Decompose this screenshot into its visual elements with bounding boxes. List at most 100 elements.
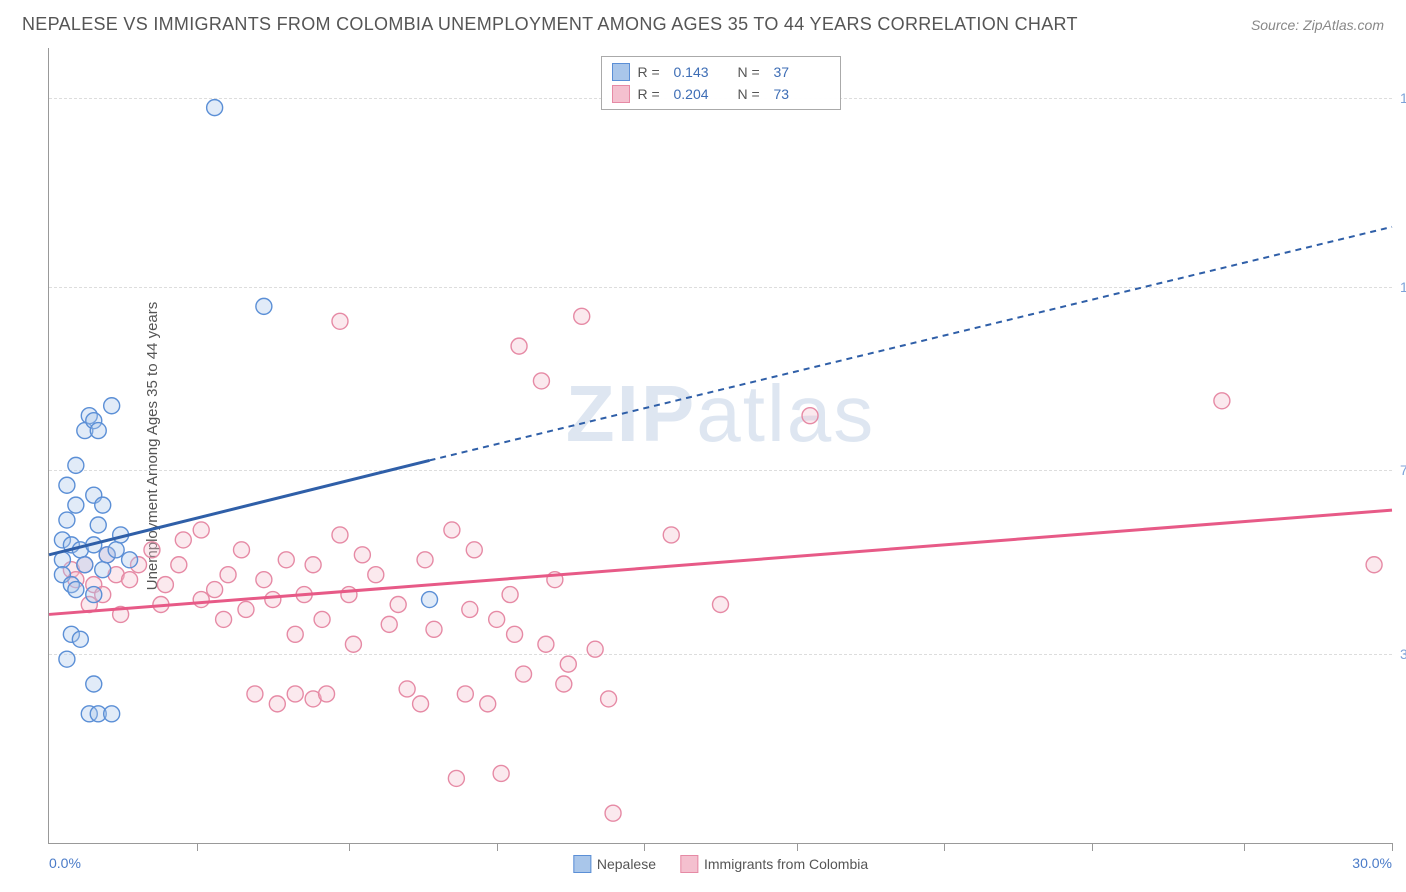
data-point (287, 626, 303, 642)
data-point (390, 597, 406, 613)
legend-row-nepalese: R = 0.143 N = 37 (612, 61, 830, 83)
data-point (587, 641, 603, 657)
data-point (462, 601, 478, 617)
data-point (802, 408, 818, 424)
legend-item-nepalese: Nepalese (573, 855, 656, 873)
data-point (287, 686, 303, 702)
data-point (574, 308, 590, 324)
data-point (90, 517, 106, 533)
x-tick (197, 843, 198, 851)
data-point (538, 636, 554, 652)
legend-label: Nepalese (597, 856, 656, 872)
data-point (493, 765, 509, 781)
data-point (256, 572, 272, 588)
n-label: N = (738, 86, 766, 102)
data-point (426, 621, 442, 637)
data-point (207, 582, 223, 598)
x-tick (944, 843, 945, 851)
data-point (171, 557, 187, 573)
data-point (193, 522, 209, 538)
data-point (466, 542, 482, 558)
data-point (368, 567, 384, 583)
data-point (314, 611, 330, 627)
data-point (256, 298, 272, 314)
data-point (480, 696, 496, 712)
r-value-nepalese: 0.143 (674, 64, 730, 80)
legend-row-colombia: R = 0.204 N = 73 (612, 83, 830, 105)
data-point (332, 527, 348, 543)
chart-title: NEPALESE VS IMMIGRANTS FROM COLOMBIA UNE… (22, 14, 1078, 35)
data-point (59, 651, 75, 667)
n-value-colombia: 73 (774, 86, 830, 102)
x-tick (797, 843, 798, 851)
data-point (247, 686, 263, 702)
source-attribution: Source: ZipAtlas.com (1251, 17, 1384, 33)
y-tick-label: 15.0% (1394, 90, 1406, 106)
data-point (122, 552, 138, 568)
data-point (265, 592, 281, 608)
data-point (489, 611, 505, 627)
data-point (90, 423, 106, 439)
series-legend: Nepalese Immigrants from Colombia (573, 855, 868, 873)
data-point (207, 100, 223, 116)
data-point (77, 557, 93, 573)
data-point (601, 691, 617, 707)
data-point (457, 686, 473, 702)
data-point (193, 592, 209, 608)
y-tick-label: 3.8% (1394, 646, 1406, 662)
scatter-plot-svg (49, 48, 1392, 843)
data-point (516, 666, 532, 682)
data-point (59, 512, 75, 528)
data-point (216, 611, 232, 627)
trend-line (430, 227, 1392, 461)
data-point (269, 696, 285, 712)
data-point (381, 616, 397, 632)
data-point (95, 562, 111, 578)
data-point (68, 457, 84, 473)
data-point (533, 373, 549, 389)
data-point (1214, 393, 1230, 409)
x-tick (1244, 843, 1245, 851)
data-point (341, 587, 357, 603)
data-point (502, 587, 518, 603)
data-point (448, 770, 464, 786)
x-axis-end-label: 30.0% (1352, 855, 1392, 871)
data-point (560, 656, 576, 672)
swatch-colombia (680, 855, 698, 873)
data-point (144, 542, 160, 558)
data-point (122, 572, 138, 588)
data-point (663, 527, 679, 543)
data-point (305, 557, 321, 573)
x-axis-start-label: 0.0% (49, 855, 81, 871)
y-tick-label: 7.5% (1394, 462, 1406, 478)
data-point (86, 676, 102, 692)
data-point (220, 567, 236, 583)
data-point (72, 631, 88, 647)
r-label: R = (638, 64, 666, 80)
data-point (319, 686, 335, 702)
data-point (95, 497, 111, 513)
data-point (422, 592, 438, 608)
data-point (175, 532, 191, 548)
data-point (68, 582, 84, 598)
legend-item-colombia: Immigrants from Colombia (680, 855, 868, 873)
swatch-colombia (612, 85, 630, 103)
data-point (605, 805, 621, 821)
data-point (68, 497, 84, 513)
data-point (278, 552, 294, 568)
data-point (713, 597, 729, 613)
data-point (104, 706, 120, 722)
correlation-legend: R = 0.143 N = 37 R = 0.204 N = 73 (601, 56, 841, 110)
data-point (354, 547, 370, 563)
x-tick (1392, 843, 1393, 851)
x-tick (644, 843, 645, 851)
data-point (345, 636, 361, 652)
data-point (417, 552, 433, 568)
data-point (233, 542, 249, 558)
swatch-nepalese (573, 855, 591, 873)
data-point (1366, 557, 1382, 573)
data-point (108, 542, 124, 558)
legend-label: Immigrants from Colombia (704, 856, 868, 872)
data-point (104, 398, 120, 414)
data-point (59, 477, 75, 493)
